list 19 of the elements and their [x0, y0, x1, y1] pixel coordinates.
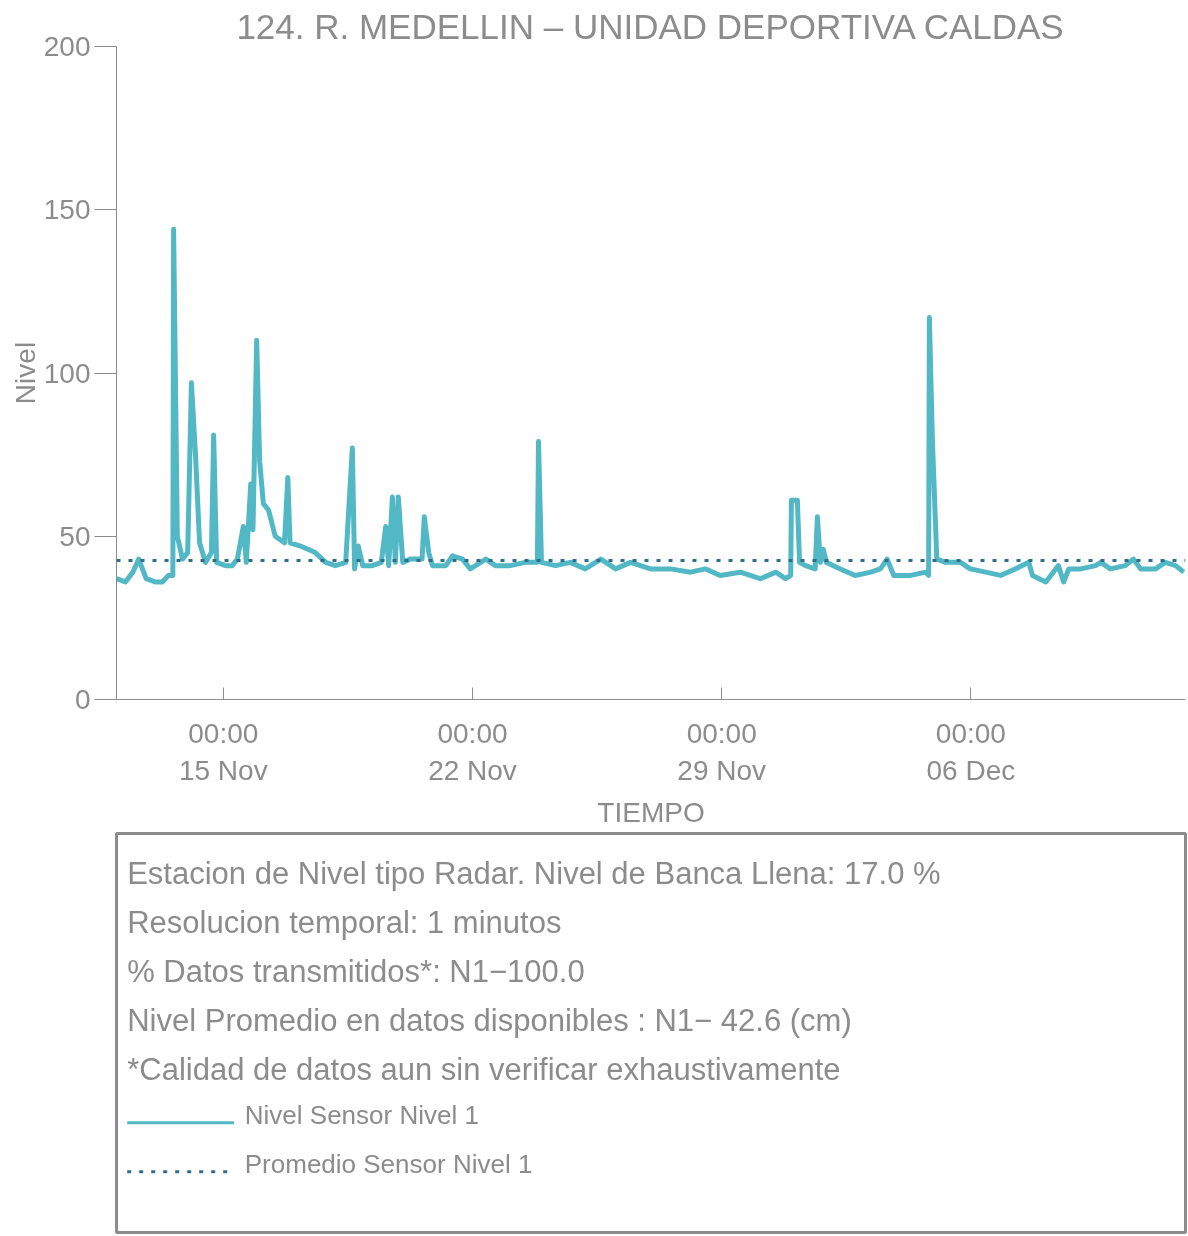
x-tick-label: 00:00 22 Nov — [428, 717, 517, 786]
x-tick-label: 00:00 15 Nov — [178, 717, 268, 786]
y-tick-label: 50 — [59, 520, 91, 552]
y-tick-label: 150 — [43, 194, 91, 226]
x-tick-label: 00:00 29 Nov — [677, 717, 767, 786]
text: % Datos transmitidos*: N1−100.0 — [127, 954, 585, 990]
legend-label: Nivel Sensor Nivel 1 — [244, 1099, 479, 1130]
y-axis-title: Nivel — [9, 341, 41, 405]
chart-title: 124. R. MEDELLIN – UNIDAD DEPORTIVA CALDAS — [236, 6, 1064, 46]
text: *Calidad de datos aun sin verificar exhaustivamente — [127, 1052, 841, 1088]
x-axis-title: TIEMPO — [597, 796, 705, 828]
y-tick-label: 200 — [43, 31, 91, 62]
text: Resolucion temporal: 1 minutos — [127, 904, 562, 940]
x-tick-label: 00:00 06 Dec — [926, 717, 1016, 786]
text: Estacion de Nivel tipo Radar. Nivel de Banca Llena: 17.0 % — [127, 855, 941, 891]
y-tick-label: 0 — [74, 684, 91, 715]
text: Nivel Promedio en datos disponibles : N1− 42.6 (cm) — [127, 1003, 852, 1039]
legend-label: Promedio Sensor Nivel 1 — [244, 1148, 533, 1179]
y-tick-label: 100 — [43, 357, 91, 389]
